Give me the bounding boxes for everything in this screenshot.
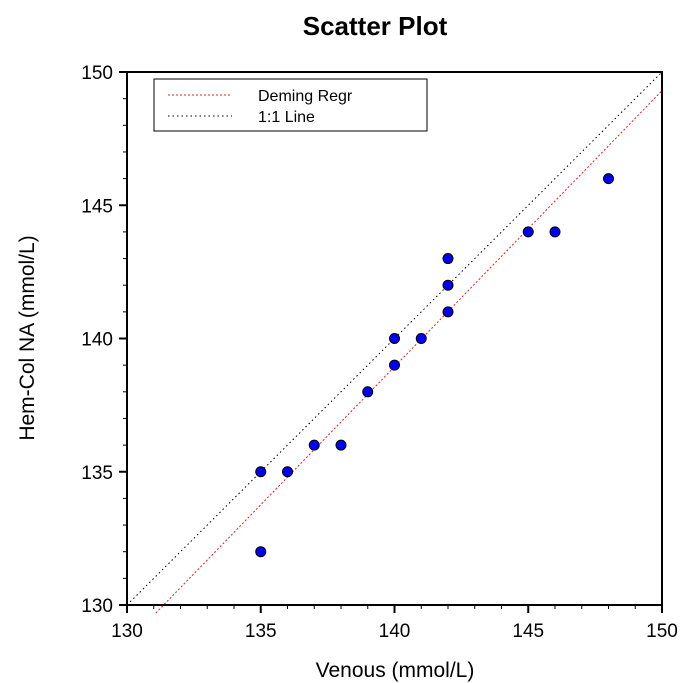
y-tick-label: 135 [81,463,113,484]
x-tick-label: 130 [111,621,143,642]
data-point [255,546,267,558]
plot-area [126,71,663,614]
legend: Deming Regr 1:1 Line [153,78,428,132]
reference-lines [126,71,663,614]
legend-box [153,78,428,132]
data-point [442,306,454,318]
data-point [389,333,400,344]
legend-label: 1:1 Line [258,109,315,126]
legend-label: Deming Regr [258,88,353,105]
x-tick-label: 145 [512,621,544,642]
data-point [442,279,454,291]
data-point [255,466,267,478]
y-axis-label: Hem-Col NA (mmol/L) [16,235,39,440]
x-axis-label: Venous (mmol/L) [316,659,475,682]
y-tick-label: 150 [81,63,113,84]
x-axis-ticks: 130 135 140 145 150 [111,605,678,642]
x-tick-label: 140 [379,621,411,642]
chart-title: Scatter Plot [303,11,448,41]
y-tick-label: 140 [81,330,113,351]
x-tick-label: 135 [245,621,277,642]
data-point [362,386,374,398]
y-tick-label: 130 [81,596,113,617]
data-point [335,439,347,451]
data-point [442,253,454,265]
y-axis-ticks: 130 135 140 145 150 [81,63,127,617]
data-point [549,226,561,238]
data-point [522,226,534,238]
deming-regression-line [155,90,663,614]
x-tick-label: 150 [646,621,678,642]
data-point [603,173,614,185]
data-point [308,439,320,451]
y-tick-label: 145 [81,196,113,217]
data-point [389,359,400,371]
data-point [415,333,427,344]
data-points [255,173,614,558]
data-point [282,466,293,478]
